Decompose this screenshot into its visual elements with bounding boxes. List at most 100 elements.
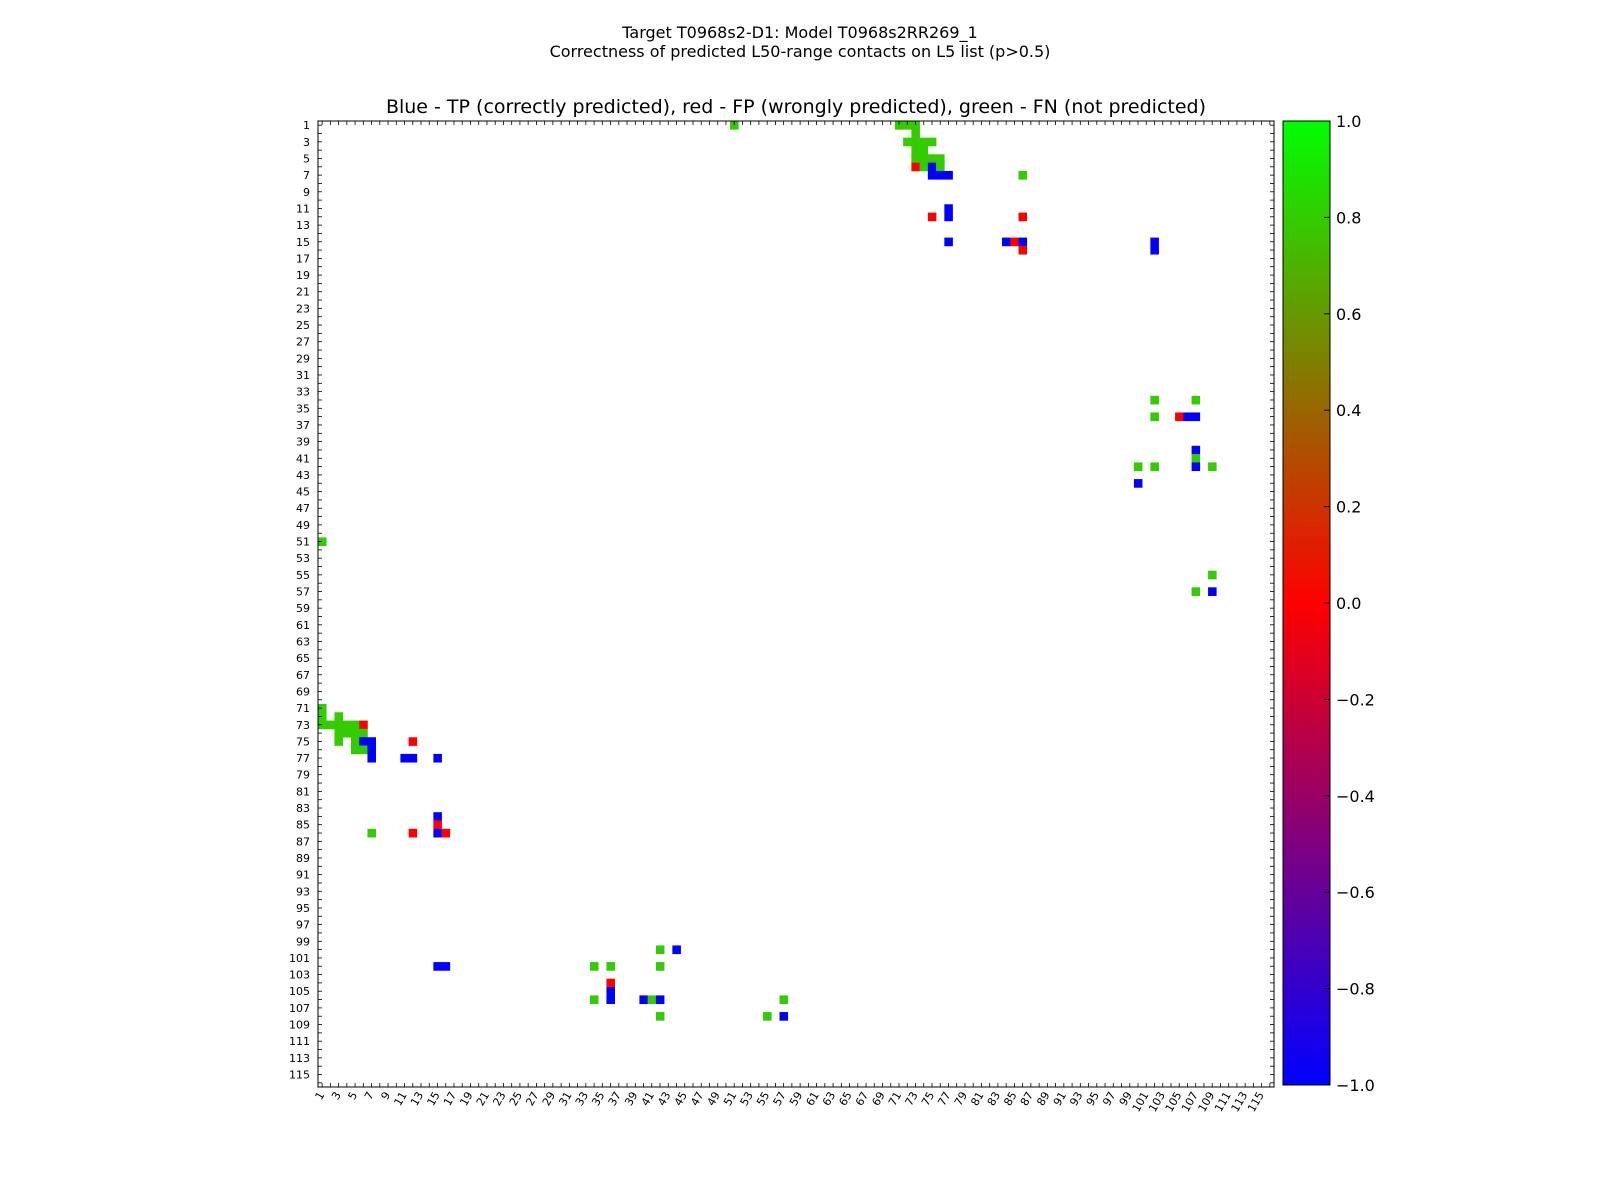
contact-cell-tp — [367, 745, 376, 755]
x-tick-label: 57 — [771, 1090, 789, 1109]
contact-cell-fn — [1018, 170, 1028, 180]
contact-cell-fn — [936, 162, 945, 172]
y-tick-label: 61 — [296, 619, 310, 632]
y-tick-label: 69 — [296, 685, 310, 698]
contact-cell-fn — [342, 720, 352, 730]
plot-frame — [317, 120, 1275, 1088]
y-tick-label: 29 — [296, 352, 310, 365]
x-tick-label: 63 — [820, 1090, 838, 1109]
contact-cell-tp — [1191, 412, 1201, 422]
contact-cell-fn — [919, 137, 929, 147]
contact-cell-fp — [911, 162, 920, 172]
x-tick-label: 95 — [1084, 1090, 1102, 1109]
contact-cell-fp — [408, 737, 418, 746]
contact-cell-fn — [903, 137, 912, 147]
contact-cell-fp — [606, 978, 615, 988]
x-tick-label: 103 — [1146, 1090, 1168, 1115]
contact-cell-fn — [919, 145, 929, 155]
y-tick-label: 111 — [289, 1035, 310, 1048]
y-tick-label: 51 — [296, 536, 310, 549]
contact-cell-fn — [367, 828, 376, 838]
contact-cell-fn — [1208, 462, 1217, 472]
x-tick-label: 65 — [837, 1090, 855, 1109]
y-tick-label: 43 — [296, 469, 310, 482]
x-tick-label: 79 — [952, 1090, 970, 1109]
x-tick-label: 109 — [1196, 1090, 1218, 1115]
contact-cell-fn — [655, 945, 665, 955]
x-tick-label: 81 — [968, 1090, 986, 1109]
y-tick-label: 91 — [296, 869, 310, 882]
contact-cell-fn — [647, 995, 657, 1005]
contact-cell-fn — [894, 121, 904, 130]
y-tick-label: 13 — [296, 219, 310, 232]
x-tick-label: 69 — [869, 1090, 887, 1109]
y-tick-label: 53 — [296, 552, 310, 565]
y-tick-label: 73 — [296, 719, 310, 732]
y-tick-label: 109 — [289, 1019, 310, 1032]
y-tick-label: 7 — [303, 169, 310, 182]
contact-cell-tp — [944, 237, 953, 247]
contact-cell-fn — [936, 154, 945, 163]
contact-cell-tp — [1002, 237, 1011, 247]
y-tick-label: 67 — [296, 669, 310, 682]
x-tick-label: 101 — [1130, 1090, 1152, 1115]
contact-cell-fn — [326, 720, 335, 730]
contact-cell-fn — [318, 537, 327, 547]
x-tick-label: 31 — [556, 1090, 574, 1109]
contact-cell-fn — [903, 121, 912, 130]
colorbar-tick-label: −0.6 — [1336, 883, 1375, 902]
contact-cell-tp — [441, 962, 451, 971]
y-tick-label: 41 — [296, 452, 310, 465]
y-tick-label: 63 — [296, 635, 310, 648]
contact-cells — [318, 121, 1217, 1021]
contact-cell-fp — [433, 820, 442, 830]
x-tick-label: 41 — [639, 1090, 657, 1109]
x-tick-label: 107 — [1179, 1090, 1201, 1115]
contact-cell-tp — [367, 753, 376, 763]
contact-cell-tp — [927, 170, 937, 180]
contact-cell-tp — [944, 204, 953, 213]
y-tick-label: 79 — [296, 769, 310, 782]
contact-cell-tp — [936, 170, 945, 180]
y-tick-label: 1 — [303, 119, 310, 132]
x-tick-label: 113 — [1229, 1090, 1251, 1115]
x-tick-label: 89 — [1034, 1090, 1052, 1109]
y-tick-label: 3 — [303, 136, 310, 149]
contact-cell-fn — [927, 137, 937, 147]
contact-cell-fn — [1191, 587, 1201, 596]
contact-cell-tp — [359, 737, 368, 746]
y-tick-label: 93 — [296, 885, 310, 898]
contact-cell-fn — [334, 720, 344, 730]
contact-cell-fn — [589, 995, 599, 1005]
colorbar-tick-label: 0.6 — [1336, 305, 1361, 324]
x-tick-label: 85 — [1001, 1090, 1019, 1109]
contact-cell-fp — [1175, 412, 1184, 422]
contact-cell-fn — [350, 720, 360, 730]
y-tick-label: 57 — [296, 586, 310, 599]
y-tick-label: 49 — [296, 519, 310, 532]
y-tick-label: 9 — [303, 186, 310, 199]
contact-cell-tp — [1191, 445, 1201, 455]
y-tick-label: 37 — [296, 419, 310, 432]
x-tick-label: 23 — [490, 1090, 508, 1109]
contact-cell-fn — [1150, 395, 1159, 405]
contact-cell-tp — [944, 170, 953, 180]
x-tick-label: 35 — [589, 1090, 607, 1109]
contact-cell-fn — [318, 712, 327, 721]
x-tick-label: 75 — [919, 1090, 937, 1109]
x-tick-label: 105 — [1163, 1090, 1185, 1115]
contact-cell-tp — [1133, 479, 1143, 488]
contact-cell-fn — [911, 137, 920, 147]
contact-cell-fp — [359, 720, 368, 730]
y-tick-label: 27 — [296, 336, 310, 349]
contact-cell-fn — [350, 728, 360, 738]
y-tick-label: 19 — [296, 269, 310, 282]
x-tick-label: 73 — [902, 1090, 920, 1109]
x-tick-label: 49 — [705, 1090, 723, 1109]
x-tick-label: 97 — [1100, 1090, 1118, 1109]
y-tick-label: 83 — [296, 802, 310, 815]
y-tick-label: 5 — [303, 152, 310, 165]
y-tick-label: 31 — [296, 369, 310, 382]
y-tick-label: 11 — [296, 202, 310, 215]
contact-cell-tp — [1191, 462, 1201, 472]
